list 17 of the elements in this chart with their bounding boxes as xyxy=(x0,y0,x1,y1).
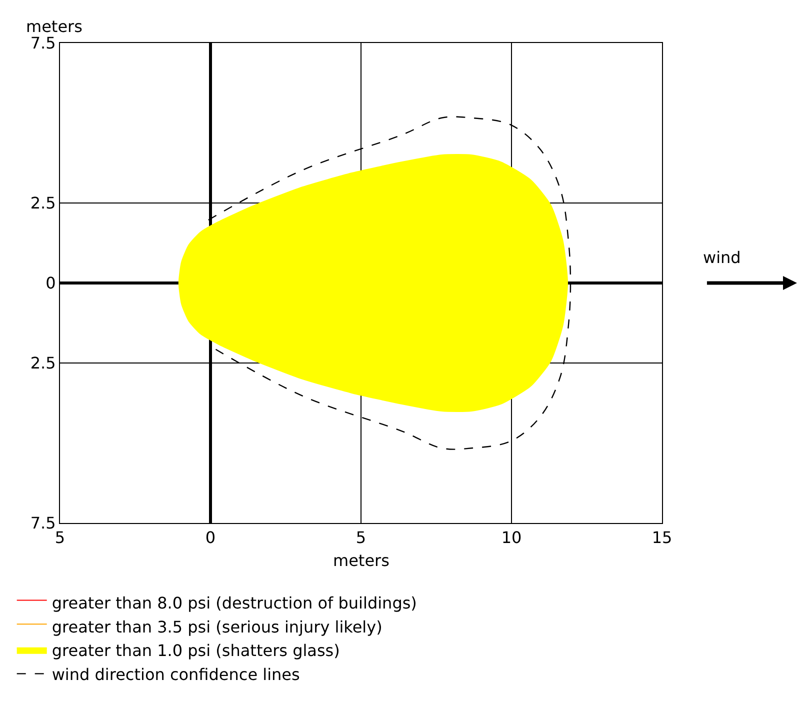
text: wind xyxy=(703,248,741,267)
y-tick-label: 2.5 xyxy=(30,194,56,213)
x-tick-label: 15 xyxy=(652,528,672,548)
y-tick-label: 2.5 xyxy=(30,354,56,373)
x-tick-label: 5 xyxy=(54,528,66,548)
y-tick-label: 7.5 xyxy=(30,34,56,53)
x-tick-label: 5 xyxy=(356,528,366,548)
x-tick-label: 10 xyxy=(501,528,522,548)
y-axis-title: meters xyxy=(26,17,82,36)
legend-label: greater than 1.0 psi (shatters glass) xyxy=(52,641,340,660)
y-tick-label: 7.5 xyxy=(30,514,56,533)
y-tick-label: 0 xyxy=(46,274,56,293)
legend-label: greater than 3.5 psi (serious injury likely) xyxy=(52,617,382,636)
legend-label: greater than 8.0 psi (destruction of buildings) xyxy=(52,594,417,613)
x-tick-label: 0 xyxy=(205,528,216,548)
legend-label: wind direction confidence lines xyxy=(52,664,300,684)
x-axis-title: meters xyxy=(333,551,390,570)
